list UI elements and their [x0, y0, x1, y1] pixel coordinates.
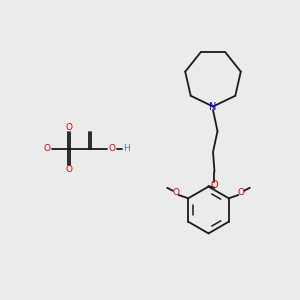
Text: O: O: [44, 144, 51, 153]
Text: O: O: [65, 165, 73, 174]
Text: O: O: [238, 188, 245, 197]
Text: O: O: [108, 144, 115, 153]
Text: O: O: [65, 123, 73, 132]
Text: H: H: [123, 144, 130, 153]
Text: O: O: [211, 180, 218, 190]
Text: O: O: [172, 188, 179, 197]
Text: N: N: [209, 101, 217, 112]
